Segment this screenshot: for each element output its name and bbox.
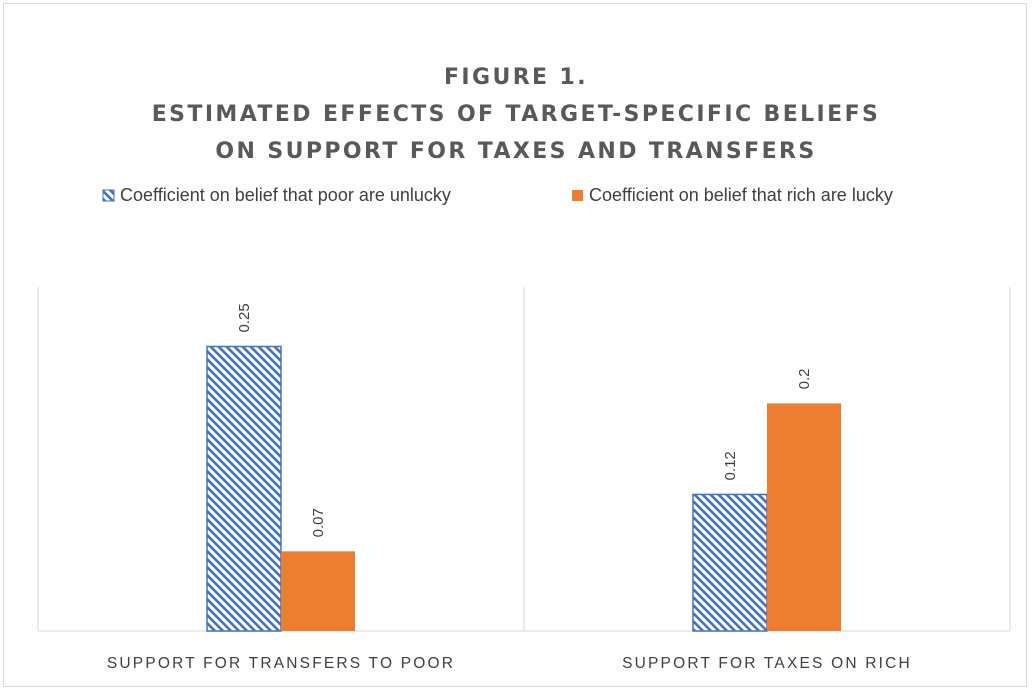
legend: Coefficient on belief that poor are unlu… bbox=[102, 185, 893, 205]
chart-frame: FIGURE 1. ESTIMATED EFFECTS OF TARGET-SP… bbox=[3, 3, 1027, 687]
category-label-taxes: SUPPORT FOR TAXES ON RICH bbox=[622, 655, 912, 672]
bar-rich-lucky-taxes bbox=[767, 403, 841, 631]
legend-label-poor-unlucky: Coefficient on belief that poor are unlu… bbox=[120, 185, 451, 205]
data-label-rich-lucky-transfers: 0.07 bbox=[310, 508, 327, 537]
legend-swatch-poor-unlucky bbox=[102, 189, 115, 202]
legend-swatch-rich-lucky bbox=[572, 190, 583, 201]
legend-label-rich-lucky: Coefficient on belief that rich are luck… bbox=[589, 185, 893, 205]
data-label-poor-unlucky-transfers: 0.25 bbox=[236, 303, 253, 332]
data-label-rich-lucky-taxes: 0.2 bbox=[796, 369, 813, 390]
bar-rich-lucky-transfers bbox=[281, 551, 355, 631]
category-label-transfers: SUPPORT FOR TRANSFERS TO POOR bbox=[107, 655, 455, 672]
bar-chart: FIGURE 1. ESTIMATED EFFECTS OF TARGET-SP… bbox=[37, 65, 1011, 672]
chart-title-line-2: ESTIMATED EFFECTS OF TARGET-SPECIFIC BEL… bbox=[152, 102, 881, 127]
chart-title-line-1: FIGURE 1. bbox=[444, 65, 588, 90]
bar-poor-unlucky-taxes bbox=[692, 493, 768, 632]
data-label-poor-unlucky-taxes: 0.12 bbox=[722, 451, 739, 480]
bar-poor-unlucky-transfers bbox=[206, 345, 282, 632]
bars-layer: 0.25 0.12 0.07 0.2 bbox=[206, 303, 841, 632]
chart-title-line-3: ON SUPPORT FOR TAXES AND TRANSFERS bbox=[215, 139, 816, 164]
